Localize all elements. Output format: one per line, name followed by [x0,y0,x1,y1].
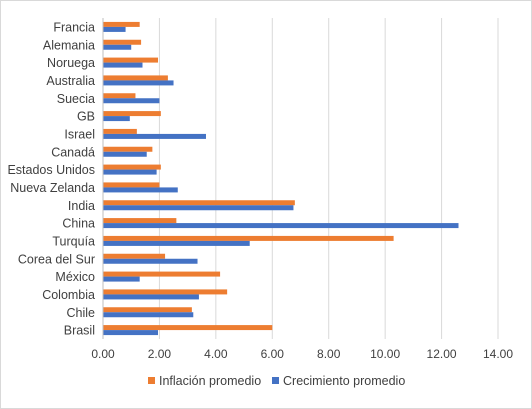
bar-inflacion [103,325,273,331]
category-label: Francia [53,20,95,34]
x-tick-label: 12.00 [427,347,457,361]
bar-inflacion [103,235,394,241]
bar-crecimiento [103,98,160,104]
legend-swatch [148,377,155,384]
category-label: Israel [64,127,95,141]
x-tick-label: 0.00 [91,347,115,361]
x-tick-label: 14.00 [483,347,513,361]
bar-inflacion [103,200,295,206]
x-tick-label: 4.00 [204,347,228,361]
bar-inflacion [103,307,192,313]
bar-inflacion [103,111,161,117]
bar-crecimiento [103,223,459,229]
bar-crecimiento [103,330,159,336]
bar-crecimiento [103,258,198,264]
bar-crecimiento [103,44,132,50]
bar-crecimiento [103,80,174,86]
legend-swatch [272,377,279,384]
x-tick-label: 8.00 [317,347,341,361]
bar-crecimiento [103,294,199,300]
legend-label: Inflación promedio [159,374,261,388]
bar-crecimiento [103,62,143,68]
category-labels: Francia Alemania Noruega Australia Suecia GB I… [7,20,95,337]
category-label: Estados Unidos [7,163,95,177]
bar-inflacion [103,271,221,277]
bar-inflacion [103,39,142,45]
bar-inflacion [103,93,136,99]
category-label: Turquía [52,234,95,248]
bar-inflacion [103,128,137,134]
gridlines [158,18,499,339]
legend: Inflación promedio Crecimiento promedio [148,374,405,388]
category-label: México [55,270,95,284]
category-label: Suecia [57,92,95,106]
category-label: Brasil [64,324,95,338]
category-label: China [62,217,95,231]
bar-inflacion [103,164,161,170]
bar-inflacion [103,289,228,295]
bar-inflacion [103,218,177,224]
bar-crecimiento [103,205,294,211]
category-label: Colombia [42,288,95,302]
category-label: GB [77,110,95,124]
bar-crecimiento [103,151,147,157]
x-tick-label: 6.00 [261,347,285,361]
x-tick-label: 2.00 [148,347,172,361]
category-label: Noruega [47,56,95,70]
bar-crecimiento [103,133,206,139]
bar-inflacion [103,182,160,188]
category-label: India [68,199,95,213]
category-label: Corea del Sur [18,252,95,266]
bar-inflacion [103,21,140,27]
category-label: Australia [46,74,95,88]
bar-crecimiento [103,276,140,282]
bar-crecimiento [103,26,126,32]
bar-crecimiento [103,312,194,318]
legend-label: Crecimiento promedio [283,374,405,388]
category-label: Nueva Zelanda [10,181,95,195]
category-label: Canadá [51,145,95,159]
bar-inflacion [103,75,168,81]
category-label: Alemania [43,38,95,52]
bar-inflacion [103,57,159,63]
bar-crecimiento [103,240,250,246]
x-tick-label: 10.00 [370,347,400,361]
bar-crecimiento [103,169,157,175]
bar-crecimiento [103,116,130,122]
bars [103,21,459,336]
category-label: Chile [67,306,96,320]
bar-inflacion [103,253,166,259]
tick-labels: 0.00 2.00 4.00 6.00 8.00 10.00 12.00 14.00 [91,347,513,361]
bar-inflacion [103,146,153,152]
bar-crecimiento [103,187,178,193]
